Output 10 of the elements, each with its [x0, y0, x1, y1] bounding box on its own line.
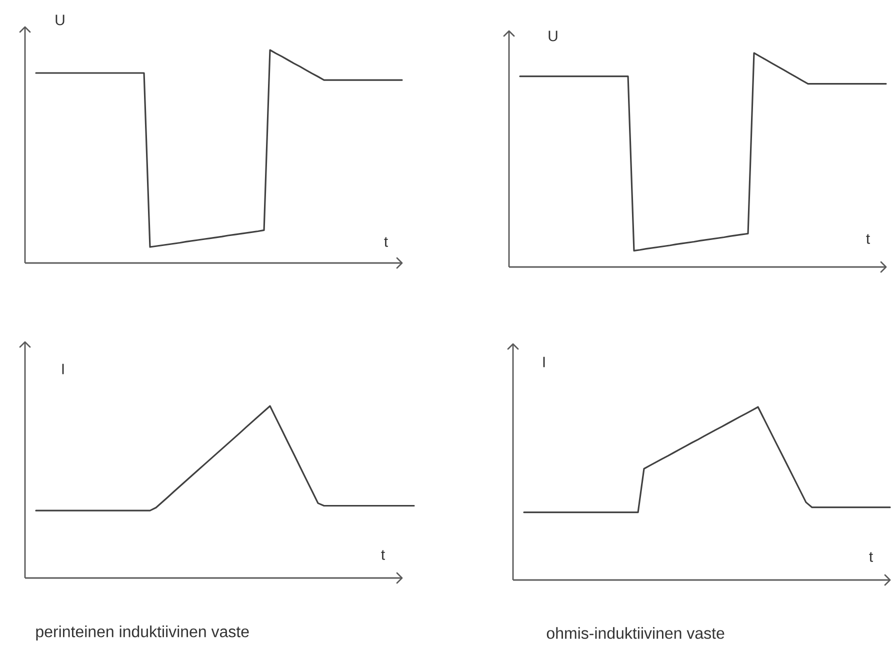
y-axis-title: I: [62, 364, 64, 374]
x-axis-title: t: [869, 552, 873, 562]
x-axis-title: t: [381, 550, 385, 560]
text: ohmis-induktiivinen vaste: [546, 627, 724, 639]
text: perinteinen induktiivinen vaste: [36, 626, 249, 640]
y-axis-title: U: [548, 30, 558, 42]
x-axis-title: t: [866, 234, 870, 244]
x-axis-title: t: [384, 237, 388, 247]
y-axis-title: U: [56, 14, 64, 26]
y-axis-title: I: [543, 356, 545, 368]
